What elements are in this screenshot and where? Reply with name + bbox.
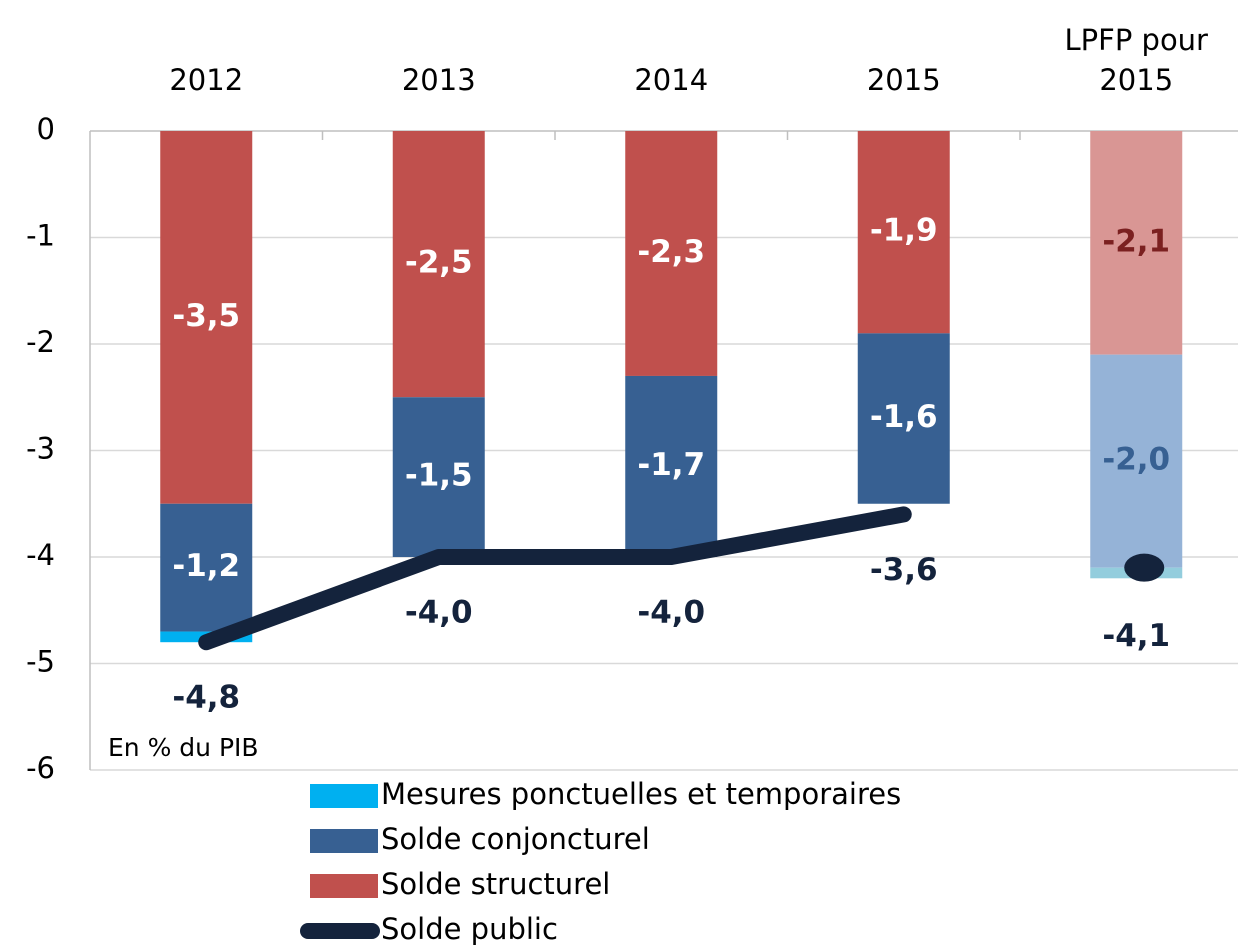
legend-label: Solde structurel [381,867,610,901]
legend-swatch [310,829,378,853]
value-label: -4,0 [637,595,705,631]
bar-segment [160,503,253,632]
value-label: -1,6 [870,399,938,435]
value-label: -2,5 [405,245,473,281]
bar-segment [857,131,950,334]
bar-segment [625,375,718,557]
y-tick-label: -3 [26,432,55,466]
x-tick-label: 2014 [634,63,709,97]
value-label: -3,6 [870,552,938,588]
bar-segment [625,131,718,376]
value-label: -4,0 [405,595,473,631]
bar-segment [392,397,485,557]
x-tick-label: LPFP pour 2015 [1064,23,1209,97]
value-label: -1,2 [172,548,240,584]
y-tick-label: -6 [26,751,55,785]
bar-segment [857,333,950,504]
y-tick-label: 0 [37,112,55,146]
legend-label: Mesures ponctuelles et temporaires [381,777,901,811]
x-tick-label: 2013 [401,63,476,97]
value-label: -3,5 [172,298,240,334]
line-series [198,506,912,651]
value-label: -2,3 [637,234,705,270]
value-label: -1,5 [405,458,473,494]
legend-label: Solde conjoncturel [381,822,650,856]
x-tick-label: 2015 [866,63,941,97]
annotation: En % du PIB [108,733,259,762]
x-tick-label: 2012 [169,63,244,97]
bar-segment [160,131,253,504]
value-label: -1,9 [870,213,938,249]
bar-segment [392,131,485,398]
legend-swatch [310,784,378,808]
legend-label: Solde public [381,912,558,946]
y-tick-label: -5 [26,645,55,679]
legend-swatch [310,874,378,898]
y-tick-label: -1 [26,219,55,253]
value-label: -4,8 [172,680,240,716]
value-label: -1,7 [637,447,705,483]
bar-segment [1090,354,1183,568]
line-point [1124,553,1165,582]
value-label: -2,1 [1102,223,1170,259]
bar-segment [1090,131,1183,355]
value-label: -4,1 [1102,618,1170,654]
y-tick-label: -2 [26,325,55,359]
value-label: -2,0 [1102,442,1170,478]
y-tick-label: -4 [26,538,55,572]
